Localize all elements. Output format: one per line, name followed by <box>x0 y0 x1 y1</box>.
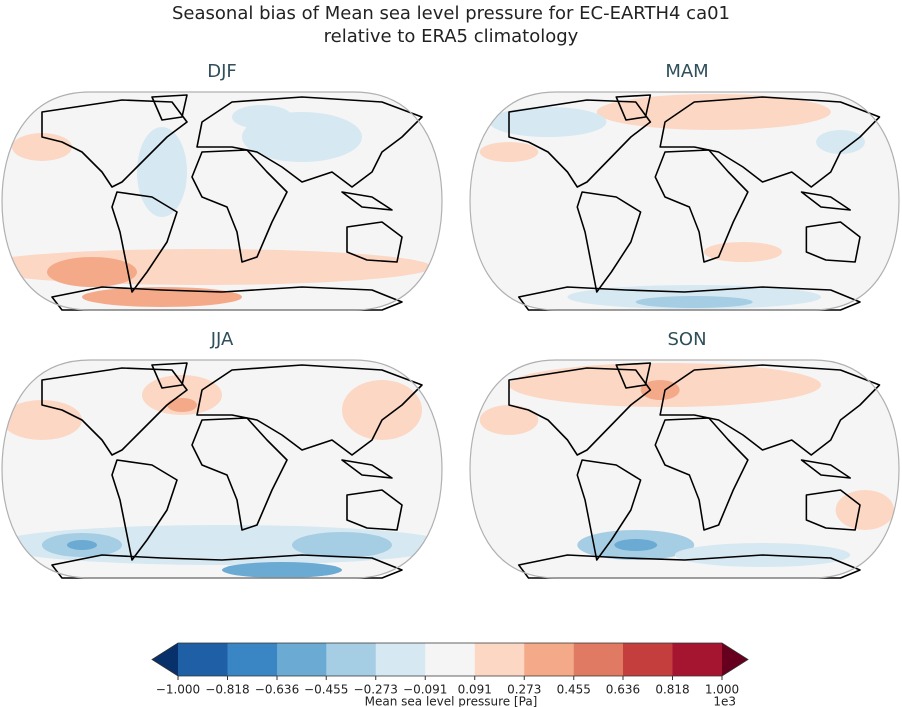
colorbar-tick-label: 0.636 <box>606 683 640 697</box>
colorbar-bin <box>474 643 525 676</box>
panel-title: SON <box>667 329 706 350</box>
colorbar-tick-label: −0.455 <box>304 683 348 697</box>
colorbar-extend-under <box>152 643 178 676</box>
title-line: Seasonal bias of Mean sea level pressure… <box>172 3 730 24</box>
colorbar-tick-label: 0.091 <box>458 683 492 697</box>
colorbar-bin <box>326 643 377 676</box>
colorbar-bin <box>425 643 476 676</box>
map-panel <box>469 359 900 579</box>
title-line: relative to ERA5 climatology <box>324 26 579 47</box>
colorbar-tick-label: −0.273 <box>354 683 398 697</box>
colorbar-tick-label: −0.818 <box>205 683 249 697</box>
map-panel <box>1 359 443 579</box>
colorbar-bin <box>375 643 426 676</box>
colorbar-tick-label: 0.818 <box>655 683 689 697</box>
colorbar-offset: 1e3 <box>713 695 736 707</box>
colorbar-tick-label: 0.273 <box>507 683 541 697</box>
panel-title: JJA <box>210 329 234 350</box>
colorbar-bin <box>178 643 229 676</box>
colorbar-tick-label: 0.455 <box>557 683 591 697</box>
colorbar-bin <box>277 643 327 676</box>
colorbar-bin <box>573 643 624 676</box>
colorbar-bin <box>524 643 575 676</box>
colorbar-bin <box>227 643 278 676</box>
colorbar: −1.000 −0.818 −0.636 −0.455 −0.273 −0.091 0.09… <box>151 642 749 697</box>
colorbar-label: Mean sea level pressure [Pa] <box>365 695 538 707</box>
colorbar-tick-label: −0.636 <box>255 683 299 697</box>
colorbar-extend-over <box>722 643 748 676</box>
panel-title: DJF <box>207 61 237 82</box>
panel-title: MAM <box>665 61 708 82</box>
colorbar-tick-label: 1.000 <box>705 683 739 697</box>
colorbar-tick-label: −1.000 <box>156 683 200 697</box>
colorbar-bin <box>622 643 673 676</box>
colorbar-tick-label: −0.091 <box>403 683 447 697</box>
map-panel <box>1 91 443 311</box>
colorbar-bin <box>672 643 723 676</box>
map-panel <box>469 91 900 311</box>
